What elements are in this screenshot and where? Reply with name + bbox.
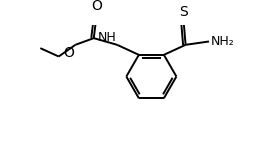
Text: NH: NH [98,31,116,44]
Text: O: O [91,0,102,13]
Text: O: O [64,46,74,60]
Text: S: S [180,5,188,19]
Text: NH₂: NH₂ [211,35,234,48]
